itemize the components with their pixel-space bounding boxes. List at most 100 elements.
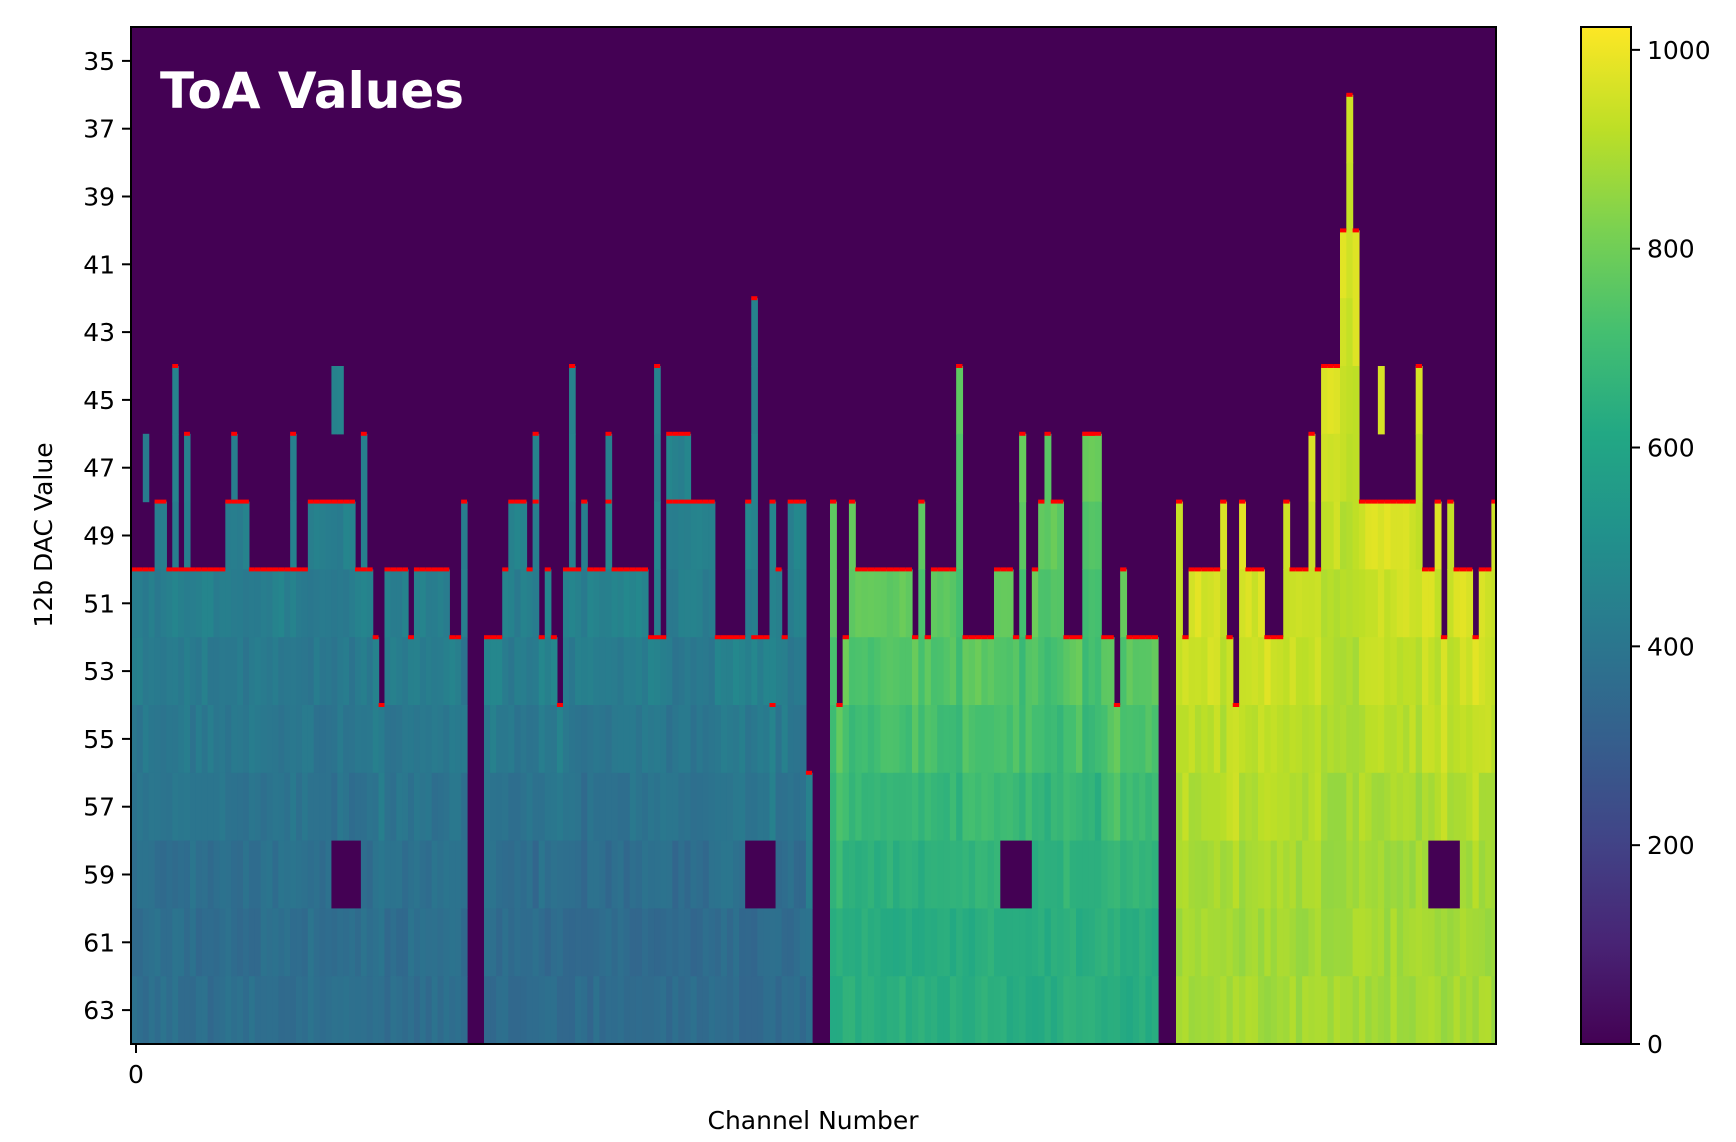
onset-marker	[372, 635, 379, 640]
heatmap-cell	[830, 840, 837, 909]
heatmap-cell	[1491, 908, 1496, 977]
onset-marker	[337, 499, 344, 504]
heatmap-cell	[278, 840, 285, 909]
spike-cell	[360, 433, 368, 503]
heatmap-cell	[272, 705, 279, 774]
onset-marker	[148, 567, 155, 572]
heatmap-cell	[1403, 705, 1410, 774]
heatmap-cell	[757, 976, 764, 1044]
heatmap-cell	[1107, 637, 1115, 706]
y-tick-label: 61	[83, 928, 115, 957]
heatmap-cell	[886, 637, 894, 706]
heatmap-cell	[260, 908, 268, 977]
heatmap-cell	[587, 569, 594, 638]
heatmap-cell	[1440, 705, 1448, 774]
onset-marker	[1019, 431, 1026, 436]
heatmap-cell	[148, 637, 156, 706]
heatmap-cell	[623, 840, 631, 909]
onset-marker	[526, 567, 533, 572]
heatmap-cell	[726, 637, 734, 706]
heatmap-cell	[1025, 772, 1033, 842]
heatmap-cell	[855, 908, 863, 977]
heatmap-cell	[1082, 569, 1090, 638]
heatmap-cell	[1358, 501, 1366, 570]
heatmap-cell	[419, 976, 427, 1044]
heatmap-cell	[775, 908, 783, 977]
heatmap-cell	[1459, 705, 1467, 774]
heatmap-cell	[867, 772, 875, 842]
heatmap-cell	[1044, 705, 1052, 774]
onset-marker	[1415, 364, 1422, 368]
heatmap-cell	[207, 908, 215, 977]
onset-marker	[842, 635, 849, 640]
heatmap-cell	[390, 705, 397, 774]
heatmap-cell	[1082, 433, 1090, 503]
heatmap-cell	[733, 840, 740, 909]
heatmap-cell	[496, 976, 503, 1044]
heatmap-cell	[225, 976, 232, 1044]
heatmap-cell	[1038, 840, 1046, 909]
heatmap-cell	[225, 705, 232, 774]
heatmap-cell	[690, 772, 698, 842]
heatmap-cell	[1088, 637, 1096, 706]
heatmap-cell	[874, 772, 882, 842]
heatmap-cell	[337, 705, 344, 774]
heatmap-cell	[1333, 637, 1341, 706]
heatmap-cell	[1466, 908, 1474, 977]
heatmap-cell	[987, 840, 995, 909]
heatmap-cell	[166, 637, 173, 706]
heatmap-cell	[763, 705, 771, 774]
heatmap-cell	[641, 569, 649, 638]
heatmap-cell	[690, 976, 698, 1044]
heatmap-cell	[378, 908, 386, 977]
heatmap-cell	[154, 501, 162, 570]
heatmap-cell	[1346, 366, 1354, 435]
heatmap-cell	[987, 772, 995, 842]
heatmap-cell	[562, 976, 570, 1044]
y-tick-label: 39	[83, 183, 115, 212]
heatmap-cell	[880, 705, 888, 774]
heatmap-cell	[243, 772, 250, 842]
heatmap-cell	[975, 908, 982, 977]
heatmap-cell	[307, 840, 315, 909]
onset-marker	[290, 431, 297, 436]
heatmap-cell	[1044, 433, 1052, 503]
heatmap-cell	[184, 840, 191, 909]
heatmap-cell	[1207, 637, 1215, 706]
heatmap-cell	[562, 772, 570, 842]
spike-cell	[654, 433, 661, 503]
onset-marker	[1258, 567, 1265, 572]
heatmap-cell	[166, 569, 173, 638]
heatmap-cell	[1428, 772, 1436, 842]
heatmap-cell	[349, 908, 356, 977]
heatmap-cell	[1188, 637, 1196, 706]
heatmap-cell	[184, 637, 191, 706]
heatmap-cell	[666, 569, 673, 638]
heatmap-cell	[496, 705, 503, 774]
heatmap-cell	[1245, 569, 1253, 638]
heatmap-cell	[437, 569, 445, 638]
heatmap-cell	[1101, 772, 1109, 842]
heatmap-cell	[611, 976, 619, 1044]
heatmap-cell	[575, 908, 582, 977]
heatmap-cell	[587, 840, 594, 909]
heatmap-cell	[1390, 705, 1398, 774]
heatmap-cell	[142, 637, 150, 706]
heatmap-cell	[508, 569, 515, 638]
heatmap-cell	[654, 772, 661, 842]
heatmap-cell	[1308, 976, 1316, 1044]
heatmap-cell	[1120, 840, 1128, 909]
heatmap-cell	[702, 569, 710, 638]
heatmap-cell	[1340, 840, 1347, 909]
heatmap-cell	[1245, 772, 1253, 842]
heatmap-cell	[720, 705, 728, 774]
heatmap-cell	[484, 705, 491, 774]
onset-marker	[1176, 499, 1183, 504]
heatmap-cell	[1270, 705, 1278, 774]
heatmap-cell	[956, 976, 964, 1044]
heatmap-cell	[1019, 501, 1027, 570]
heatmap-cell	[617, 772, 625, 842]
heatmap-cell	[1422, 976, 1429, 1044]
heatmap-cell	[930, 908, 938, 977]
heatmap-cell	[1358, 840, 1366, 909]
